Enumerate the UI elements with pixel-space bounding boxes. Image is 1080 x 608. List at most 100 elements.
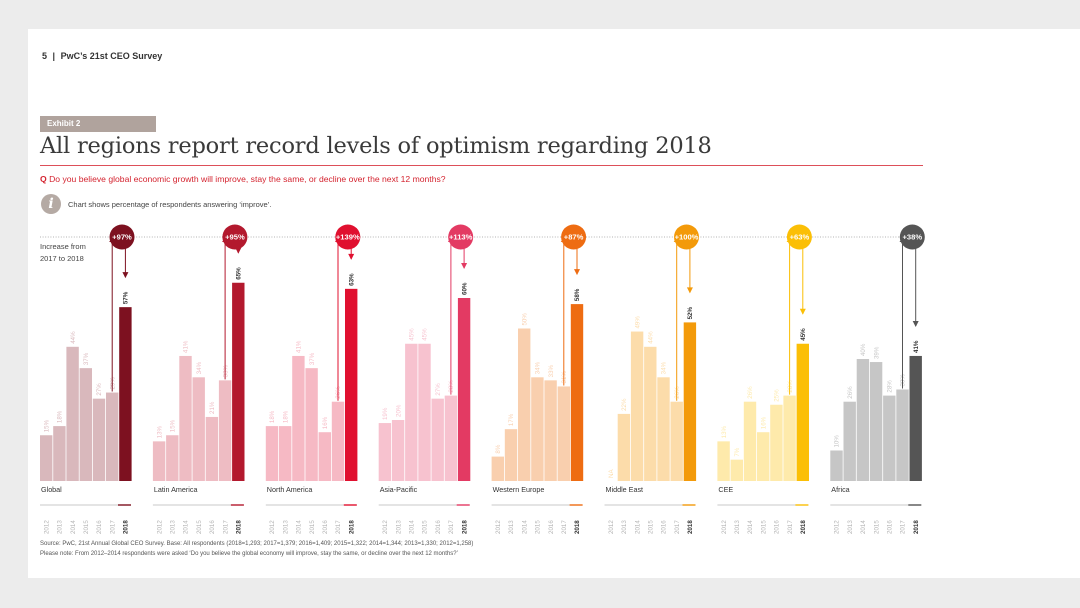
year-tick-label: 2018 <box>461 520 468 534</box>
year-tick-label: 2014 <box>860 520 867 534</box>
bar <box>152 441 166 481</box>
bar-value-label: 34% <box>196 361 203 374</box>
bar <box>405 343 418 481</box>
bar <box>318 432 331 481</box>
chart-note: Chart shows percentage of respondents an… <box>68 200 272 209</box>
arrowhead-down <box>574 269 580 276</box>
bar-value-label: 20% <box>395 404 402 417</box>
bar <box>830 450 843 481</box>
page-header: 5 | PwC’s 21st CEO Survey <box>42 51 162 61</box>
bar <box>40 435 53 481</box>
bar <box>717 441 730 481</box>
bar <box>657 377 670 481</box>
increase-badge <box>448 224 474 250</box>
year-tick-label: 2014 <box>747 520 754 534</box>
region-label: Western Europe <box>493 485 545 494</box>
survey-question: Q Do you believe global economic growth … <box>40 174 446 184</box>
year-tick-label: 2014 <box>183 520 190 534</box>
year-tick-label: 2012 <box>721 520 728 534</box>
source-line-2: Please note: From 2012–2014 respondents … <box>40 550 458 557</box>
arrowhead-down <box>461 263 468 269</box>
increase-badge <box>222 224 248 250</box>
bar-value-label: 45% <box>800 328 807 341</box>
question-prefix: Q <box>40 174 47 184</box>
bar-value-label: 28% <box>887 380 894 393</box>
bar-value-label: 10% <box>834 435 841 448</box>
arrowhead-down <box>912 320 919 327</box>
increase-value: +87% <box>564 233 584 242</box>
bar <box>431 398 444 481</box>
year-tick-label: 2016 <box>322 520 329 534</box>
year-tick-label: 2015 <box>422 520 429 534</box>
arrowhead-down <box>799 308 806 315</box>
year-tick-label: 2013 <box>508 520 515 534</box>
year-tick-label: 2018 <box>123 520 130 534</box>
survey-title: PwC’s 21st CEO Survey <box>60 51 163 61</box>
bar-value-label: 52% <box>687 307 694 320</box>
bar <box>79 368 92 481</box>
source-line-1: Source: PwC, 21st Annual Global CEO Surv… <box>40 541 474 547</box>
year-tick-label: 2016 <box>435 520 442 534</box>
bar-value-label: 63% <box>348 273 355 286</box>
bar <box>218 380 232 481</box>
bar <box>444 395 458 481</box>
bar <box>796 343 809 481</box>
bar <box>617 413 631 481</box>
year-tick-label: 2012 <box>382 520 389 534</box>
bar <box>279 426 292 481</box>
increase-value: +100% <box>675 233 699 242</box>
bar <box>166 435 179 481</box>
bar <box>232 282 245 481</box>
year-tick-label: 2016 <box>209 520 216 534</box>
year-tick-label: 2014 <box>296 520 303 534</box>
bar-value-label: 15% <box>43 419 50 432</box>
year-tick-label: 2012 <box>608 520 615 534</box>
year-tick-label: 2013 <box>847 520 854 534</box>
year-tick-label: 2017 <box>448 520 455 534</box>
exhibit-badge: Exhibit 2 <box>40 116 156 132</box>
bar-value-label: 21% <box>209 401 216 414</box>
bar <box>66 346 79 481</box>
bar <box>783 395 796 481</box>
bar-value-label: 28% <box>787 380 794 393</box>
increase-badge <box>674 224 699 250</box>
year-tick-label: 2018 <box>687 520 694 534</box>
bar-value-label: 28% <box>448 380 455 393</box>
bar <box>292 355 305 481</box>
bar-value-label: 49% <box>634 316 641 329</box>
increase-badge <box>786 224 812 250</box>
year-tick-label: 2013 <box>621 520 628 534</box>
increase-value: +139% <box>336 233 360 242</box>
year-tick-label: 2015 <box>760 520 767 534</box>
exhibit-title: All regions report record levels of opti… <box>40 133 712 159</box>
year-tick-label: 2013 <box>170 520 177 534</box>
increase-badge <box>109 224 135 250</box>
bar-value-label: 34% <box>661 361 668 374</box>
year-tick-label: 2012 <box>269 520 276 534</box>
year-tick-label: 2015 <box>648 520 655 534</box>
bar <box>205 416 219 481</box>
bar <box>683 322 697 481</box>
bar-value-label: 27% <box>435 383 442 396</box>
bar-value-label: 31% <box>561 371 568 384</box>
year-tick-label: 2018 <box>236 520 243 534</box>
regional-optimism-chart: 15% 2012 18% 2013 44% 2014 37% 2015 27% 2016 29% 20… <box>40 224 925 534</box>
bar <box>265 426 279 481</box>
bar <box>570 304 584 481</box>
year-tick-label: 2018 <box>348 520 355 534</box>
page-number: 5 <box>42 51 48 61</box>
year-tick-label: 2017 <box>561 520 568 534</box>
increase-value: +113% <box>449 233 473 242</box>
increase-label-line-1: Increase from <box>40 242 86 251</box>
bar-value-label: 41% <box>183 340 190 353</box>
bar-value-label: 34% <box>535 361 542 374</box>
year-tick-label: 2013 <box>282 520 289 534</box>
year-tick-label: 2014 <box>634 520 641 534</box>
bar-value-label: 30% <box>900 374 907 387</box>
bar-value-label: 37% <box>83 352 90 365</box>
bar <box>644 346 657 481</box>
bar-value-label: 26% <box>335 386 342 399</box>
source-note: Source: PwC, 21st Annual Global CEO Surv… <box>40 540 473 559</box>
year-tick-label: 2015 <box>309 520 316 534</box>
bar-value-label: 45% <box>422 328 429 341</box>
